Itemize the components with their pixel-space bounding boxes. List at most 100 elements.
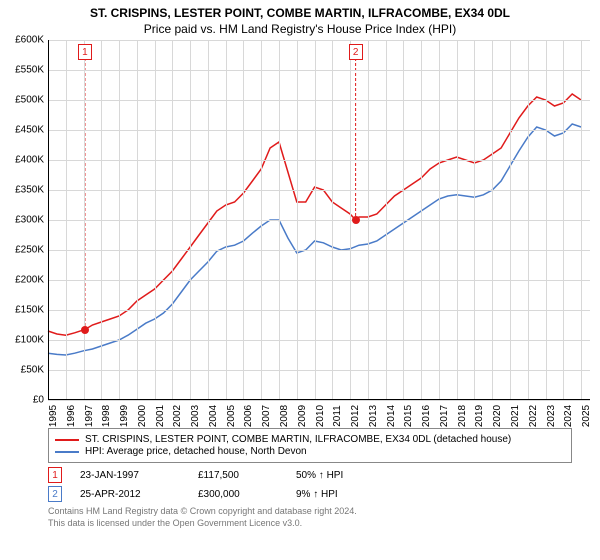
legend-box: ST. CRISPINS, LESTER POINT, COMBE MARTIN… [48, 428, 572, 463]
gridline-h [48, 190, 590, 191]
x-tick-label: 2025 [581, 405, 592, 427]
x-tick-label: 2009 [297, 405, 308, 427]
gridline-v [492, 40, 493, 400]
gridline-v [403, 40, 404, 400]
transaction-row: 123-JAN-1997£117,50050% ↑ HPI [40, 467, 572, 483]
gridline-v [190, 40, 191, 400]
y-tick-label: £350K [15, 185, 48, 196]
gridline-v [439, 40, 440, 400]
x-tick-label: 2000 [137, 405, 148, 427]
gridline-v [119, 40, 120, 400]
transaction-dot [352, 216, 360, 224]
gridline-v [137, 40, 138, 400]
gridline-h [48, 310, 590, 311]
gridline-v [84, 40, 85, 400]
legend-label: ST. CRISPINS, LESTER POINT, COMBE MARTIN… [85, 434, 511, 445]
gridline-v [101, 40, 102, 400]
gridline-v [368, 40, 369, 400]
x-tick-label: 2013 [368, 405, 379, 427]
x-axis [48, 399, 590, 400]
x-tick-label: 2020 [492, 405, 503, 427]
title-block: ST. CRISPINS, LESTER POINT, COMBE MARTIN… [0, 0, 600, 40]
gridline-v [226, 40, 227, 400]
y-tick-label: £450K [15, 125, 48, 136]
x-tick-label: 2011 [332, 405, 343, 427]
y-tick-label: £0 [33, 395, 48, 406]
gridline-v [563, 40, 564, 400]
x-tick-label: 2014 [386, 405, 397, 427]
x-tick-label: 2019 [474, 405, 485, 427]
transactions-table: 123-JAN-1997£117,50050% ↑ HPI225-APR-201… [40, 467, 572, 502]
gridline-h [48, 340, 590, 341]
x-tick-label: 2017 [439, 405, 450, 427]
chart-subtitle: Price paid vs. HM Land Registry's House … [0, 22, 600, 36]
legend-row: HPI: Average price, detached house, Nort… [55, 446, 565, 457]
x-tick-label: 2004 [208, 405, 219, 427]
y-tick-label: £150K [15, 305, 48, 316]
transaction-price: £117,500 [198, 470, 278, 481]
transaction-dot [81, 326, 89, 334]
transaction-marker: 1 [78, 44, 92, 60]
gridline-v [510, 40, 511, 400]
transaction-row: 225-APR-2012£300,0009% ↑ HPI [40, 486, 572, 502]
gridline-v [261, 40, 262, 400]
gridline-h [48, 40, 590, 41]
gridline-v [297, 40, 298, 400]
attribution-text: Contains HM Land Registry data © Crown c… [48, 506, 572, 529]
y-tick-label: £500K [15, 95, 48, 106]
transaction-delta: 9% ↑ HPI [296, 489, 338, 500]
x-tick-label: 2003 [190, 405, 201, 427]
x-tick-label: 1999 [119, 405, 130, 427]
x-tick-label: 1996 [66, 405, 77, 427]
chart-title: ST. CRISPINS, LESTER POINT, COMBE MARTIN… [0, 6, 600, 20]
transaction-marker: 2 [349, 44, 363, 60]
attribution-line-1: Contains HM Land Registry data © Crown c… [48, 506, 572, 518]
gridline-h [48, 130, 590, 131]
gridline-v [66, 40, 67, 400]
legend-label: HPI: Average price, detached house, Nort… [85, 446, 307, 457]
chart-container: ST. CRISPINS, LESTER POINT, COMBE MARTIN… [0, 0, 600, 560]
x-tick-label: 2024 [563, 405, 574, 427]
y-tick-label: £300K [15, 215, 48, 226]
x-tick-label: 1995 [48, 405, 59, 427]
transaction-badge: 2 [48, 486, 62, 502]
y-tick-label: £100K [15, 335, 48, 346]
gridline-v [243, 40, 244, 400]
y-axis [48, 40, 49, 400]
gridline-h [48, 70, 590, 71]
x-tick-label: 2010 [315, 405, 326, 427]
y-tick-label: £50K [21, 365, 48, 376]
gridline-v [528, 40, 529, 400]
gridline-v [581, 40, 582, 400]
gridline-v [208, 40, 209, 400]
x-tick-label: 2021 [510, 405, 521, 427]
y-tick-label: £250K [15, 245, 48, 256]
transaction-date: 25-APR-2012 [80, 489, 180, 500]
transaction-delta: 50% ↑ HPI [296, 470, 343, 481]
gridline-v [332, 40, 333, 400]
x-tick-label: 2005 [226, 405, 237, 427]
x-tick-label: 1997 [84, 405, 95, 427]
x-tick-label: 2006 [243, 405, 254, 427]
legend-swatch [55, 451, 79, 453]
x-tick-label: 2002 [172, 405, 183, 427]
x-tick-label: 2008 [279, 405, 290, 427]
x-tick-label: 1998 [101, 405, 112, 427]
gridline-v [279, 40, 280, 400]
x-tick-label: 2023 [546, 405, 557, 427]
gridline-v [386, 40, 387, 400]
gridline-v [172, 40, 173, 400]
y-tick-label: £600K [15, 35, 48, 46]
gridline-v [155, 40, 156, 400]
x-tick-label: 2022 [528, 405, 539, 427]
x-tick-label: 2001 [155, 405, 166, 427]
legend-swatch [55, 439, 79, 441]
y-tick-label: £550K [15, 65, 48, 76]
gridline-h [48, 400, 590, 401]
plot-region: £0£50K£100K£150K£200K£250K£300K£350K£400… [48, 40, 590, 400]
gridline-h [48, 250, 590, 251]
gridline-v [315, 40, 316, 400]
gridline-h [48, 100, 590, 101]
y-tick-label: £200K [15, 275, 48, 286]
gridline-h [48, 370, 590, 371]
